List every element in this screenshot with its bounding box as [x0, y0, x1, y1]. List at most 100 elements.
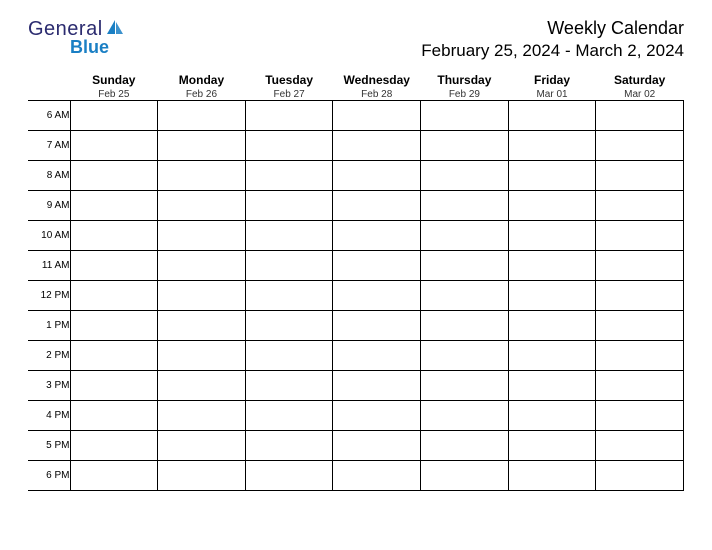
calendar-cell[interactable] — [158, 251, 246, 281]
calendar-cell[interactable] — [333, 401, 421, 431]
calendar-cell[interactable] — [596, 221, 684, 251]
calendar-cell[interactable] — [245, 161, 333, 191]
calendar-cell[interactable] — [596, 341, 684, 371]
calendar-cell[interactable] — [508, 161, 596, 191]
calendar-cell[interactable] — [333, 461, 421, 491]
calendar-cell[interactable] — [508, 431, 596, 461]
calendar-cell[interactable] — [70, 161, 158, 191]
calendar-cell[interactable] — [333, 281, 421, 311]
title-block: Weekly Calendar February 25, 2024 - Marc… — [421, 18, 684, 61]
calendar-cell[interactable] — [508, 371, 596, 401]
calendar-cell[interactable] — [70, 371, 158, 401]
calendar-cell[interactable] — [421, 191, 509, 221]
calendar-cell[interactable] — [245, 311, 333, 341]
calendar-cell[interactable] — [70, 191, 158, 221]
calendar-cell[interactable] — [158, 221, 246, 251]
calendar-cell[interactable] — [70, 221, 158, 251]
calendar-cell[interactable] — [158, 191, 246, 221]
calendar-cell[interactable] — [333, 101, 421, 131]
calendar-cell[interactable] — [421, 251, 509, 281]
hour-label: 4 PM — [28, 401, 70, 431]
calendar-cell[interactable] — [596, 281, 684, 311]
hour-label: 6 PM — [28, 461, 70, 491]
calendar-cell[interactable] — [70, 401, 158, 431]
calendar-cell[interactable] — [421, 101, 509, 131]
calendar-cell[interactable] — [508, 311, 596, 341]
calendar-cell[interactable] — [596, 431, 684, 461]
calendar-cell[interactable] — [333, 221, 421, 251]
calendar-cell[interactable] — [333, 191, 421, 221]
calendar-cell[interactable] — [333, 371, 421, 401]
calendar-cell[interactable] — [596, 131, 684, 161]
calendar-cell[interactable] — [421, 341, 509, 371]
calendar-cell[interactable] — [158, 311, 246, 341]
calendar-cell[interactable] — [70, 461, 158, 491]
hour-row: 1 PM — [28, 311, 684, 341]
calendar-cell[interactable] — [158, 461, 246, 491]
calendar-cell[interactable] — [70, 341, 158, 371]
hour-label: 9 AM — [28, 191, 70, 221]
calendar-cell[interactable] — [508, 401, 596, 431]
calendar-cell[interactable] — [508, 281, 596, 311]
calendar-cell[interactable] — [508, 191, 596, 221]
calendar-cell[interactable] — [508, 341, 596, 371]
calendar-cell[interactable] — [333, 131, 421, 161]
calendar-cell[interactable] — [158, 131, 246, 161]
calendar-cell[interactable] — [421, 311, 509, 341]
calendar-cell[interactable] — [245, 101, 333, 131]
calendar-cell[interactable] — [70, 131, 158, 161]
calendar-cell[interactable] — [596, 161, 684, 191]
calendar-cell[interactable] — [421, 461, 509, 491]
calendar-cell[interactable] — [158, 431, 246, 461]
calendar-cell[interactable] — [508, 101, 596, 131]
calendar-cell[interactable] — [333, 161, 421, 191]
hour-row: 7 AM — [28, 131, 684, 161]
calendar-cell[interactable] — [508, 251, 596, 281]
calendar-cell[interactable] — [421, 371, 509, 401]
calendar-cell[interactable] — [158, 341, 246, 371]
calendar-cell[interactable] — [70, 281, 158, 311]
calendar-cell[interactable] — [245, 431, 333, 461]
calendar-cell[interactable] — [158, 371, 246, 401]
calendar-cell[interactable] — [596, 251, 684, 281]
calendar-cell[interactable] — [421, 131, 509, 161]
calendar-cell[interactable] — [245, 341, 333, 371]
calendar-cell[interactable] — [158, 161, 246, 191]
calendar-cell[interactable] — [245, 371, 333, 401]
calendar-cell[interactable] — [245, 221, 333, 251]
calendar-cell[interactable] — [333, 311, 421, 341]
calendar-cell[interactable] — [421, 281, 509, 311]
calendar-cell[interactable] — [508, 221, 596, 251]
hour-row: 2 PM — [28, 341, 684, 371]
calendar-cell[interactable] — [158, 101, 246, 131]
calendar-cell[interactable] — [596, 101, 684, 131]
calendar-cell[interactable] — [245, 281, 333, 311]
calendar-cell[interactable] — [333, 251, 421, 281]
calendar-cell[interactable] — [245, 131, 333, 161]
calendar-cell[interactable] — [508, 131, 596, 161]
calendar-cell[interactable] — [245, 401, 333, 431]
calendar-cell[interactable] — [158, 401, 246, 431]
calendar-cell[interactable] — [245, 251, 333, 281]
calendar-cell[interactable] — [245, 461, 333, 491]
day-date: Mar 01 — [508, 89, 596, 100]
calendar-cell[interactable] — [333, 341, 421, 371]
calendar-cell[interactable] — [596, 401, 684, 431]
calendar-cell[interactable] — [421, 221, 509, 251]
calendar-cell[interactable] — [70, 101, 158, 131]
calendar-cell[interactable] — [596, 191, 684, 221]
calendar-cell[interactable] — [596, 461, 684, 491]
day-header-thursday: Thursday Feb 29 — [421, 73, 509, 101]
calendar-cell[interactable] — [508, 461, 596, 491]
calendar-cell[interactable] — [70, 311, 158, 341]
calendar-cell[interactable] — [421, 431, 509, 461]
calendar-cell[interactable] — [333, 431, 421, 461]
calendar-cell[interactable] — [596, 311, 684, 341]
calendar-cell[interactable] — [158, 281, 246, 311]
calendar-cell[interactable] — [421, 401, 509, 431]
calendar-cell[interactable] — [245, 191, 333, 221]
calendar-cell[interactable] — [421, 161, 509, 191]
calendar-cell[interactable] — [596, 371, 684, 401]
calendar-cell[interactable] — [70, 251, 158, 281]
calendar-cell[interactable] — [70, 431, 158, 461]
